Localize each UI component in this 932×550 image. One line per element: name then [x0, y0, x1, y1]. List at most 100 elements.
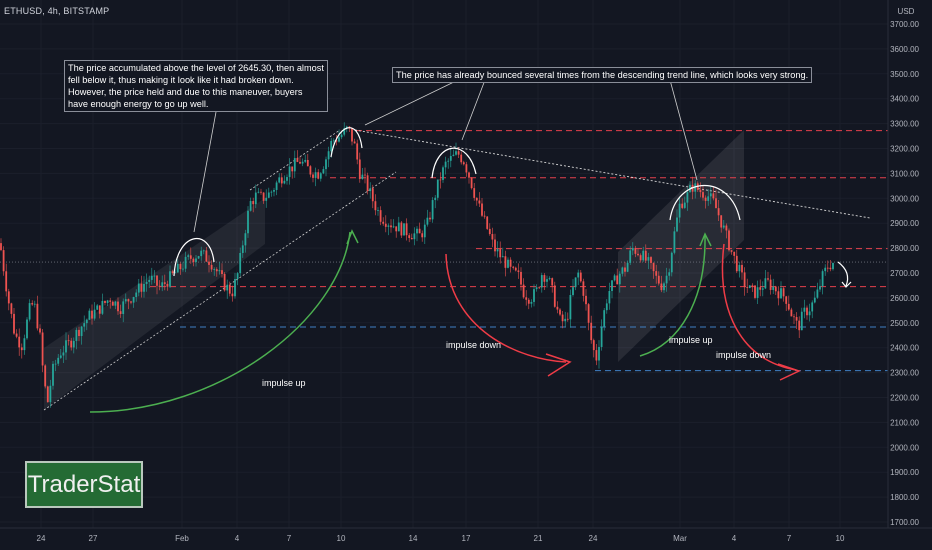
candle-body	[0, 243, 2, 251]
candle-body	[400, 222, 403, 236]
candle-body	[429, 217, 431, 220]
accumulation-note: The price accumulated above the level of…	[64, 60, 328, 112]
candle-body	[707, 196, 710, 201]
candle-body	[764, 278, 767, 289]
candle-body	[566, 318, 569, 320]
candle-body	[49, 385, 52, 403]
candle-body	[20, 347, 23, 351]
candle-body	[85, 319, 88, 324]
candle-body	[275, 182, 278, 190]
candle-body	[291, 166, 294, 172]
candle-body	[288, 166, 291, 178]
candle-body	[111, 301, 114, 306]
candle-body	[465, 164, 468, 173]
candle-body	[683, 202, 686, 208]
candle-body	[335, 140, 338, 142]
candle-body	[171, 271, 174, 273]
candle-body	[80, 326, 83, 337]
channel-1-lower-line	[43, 171, 397, 411]
symbol-label[interactable]: ETHUSD, 4h, BITSTAMP	[4, 6, 110, 16]
currency-label: USD	[898, 7, 915, 16]
candle-body	[634, 248, 637, 254]
rising-channel-2	[618, 130, 744, 362]
candle-body	[652, 262, 655, 272]
candle-body	[226, 284, 229, 291]
candle-body	[421, 233, 424, 238]
time-axis: 24 27 Feb 4 7 10 14 17 21 24 Mar 4 7 10	[0, 527, 932, 543]
candle-body	[70, 340, 73, 348]
candle-body	[197, 256, 200, 259]
candle-body	[603, 310, 606, 327]
candle-body	[481, 203, 483, 216]
candle-body	[699, 190, 702, 193]
candle-body	[655, 271, 658, 276]
candle-body	[660, 283, 663, 291]
candle-body	[824, 267, 827, 272]
candle-body	[673, 231, 676, 253]
candle-body	[782, 288, 785, 297]
candle-body	[496, 249, 499, 252]
candle-body	[78, 329, 80, 337]
candle-body	[384, 223, 387, 227]
candle-body	[156, 275, 158, 286]
candle-body	[98, 305, 101, 314]
candle-body	[611, 280, 613, 292]
candle-body	[338, 137, 340, 142]
candle-body	[530, 301, 533, 304]
candle-body	[374, 201, 377, 211]
candle-body	[527, 299, 530, 304]
candle-body	[499, 249, 502, 258]
candle-body	[403, 223, 405, 236]
candle-body	[587, 304, 590, 323]
candle-body	[153, 275, 156, 277]
candle-body	[473, 188, 476, 198]
candle-body	[767, 278, 769, 280]
candle-body	[444, 161, 447, 168]
candle-body	[436, 179, 439, 198]
candle-body	[720, 215, 723, 228]
candle-body	[28, 303, 31, 320]
candle-body	[748, 285, 751, 288]
candle-body	[468, 172, 470, 178]
candle-body	[91, 310, 93, 319]
candle-body	[309, 166, 312, 175]
candle-body	[184, 256, 187, 269]
candle-body	[712, 193, 715, 199]
candle-body	[455, 151, 457, 155]
price-tick-label: 2300.00	[890, 369, 919, 378]
candle-body	[535, 287, 538, 290]
time-tick-label: 4	[235, 534, 240, 543]
candle-body	[187, 255, 190, 257]
price-tick-label: 3500.00	[890, 70, 919, 79]
candle-body	[512, 266, 515, 268]
candle-body	[439, 179, 442, 181]
candle-body	[678, 203, 681, 218]
price-tick-label: 3200.00	[890, 145, 919, 154]
candle-body	[504, 256, 507, 268]
candle-body	[725, 225, 728, 231]
candle-body	[39, 328, 41, 333]
candle-body	[569, 294, 572, 320]
candle-body	[681, 203, 684, 208]
candle-body	[340, 134, 343, 138]
candle-body	[249, 201, 252, 211]
candle-body	[416, 228, 418, 234]
candle-body	[715, 198, 717, 209]
candle-body	[179, 263, 182, 270]
candle-body	[642, 250, 645, 261]
candle-body	[163, 282, 166, 284]
candle-body	[592, 340, 595, 351]
candle-body	[829, 267, 832, 270]
candle-body	[127, 299, 130, 302]
candle-body	[418, 228, 421, 234]
candle-body	[119, 311, 122, 314]
candle-body	[798, 320, 801, 331]
price-axis: USD 1700.00 1800.00 1900.00 2000.00 2100.00 22…	[887, 0, 932, 550]
time-tick-label: 21	[534, 534, 543, 543]
candle-body	[665, 275, 668, 284]
descending-trendline	[354, 129, 871, 219]
candle-body	[449, 156, 452, 161]
candle-body	[369, 188, 372, 192]
candle-body	[114, 301, 117, 306]
